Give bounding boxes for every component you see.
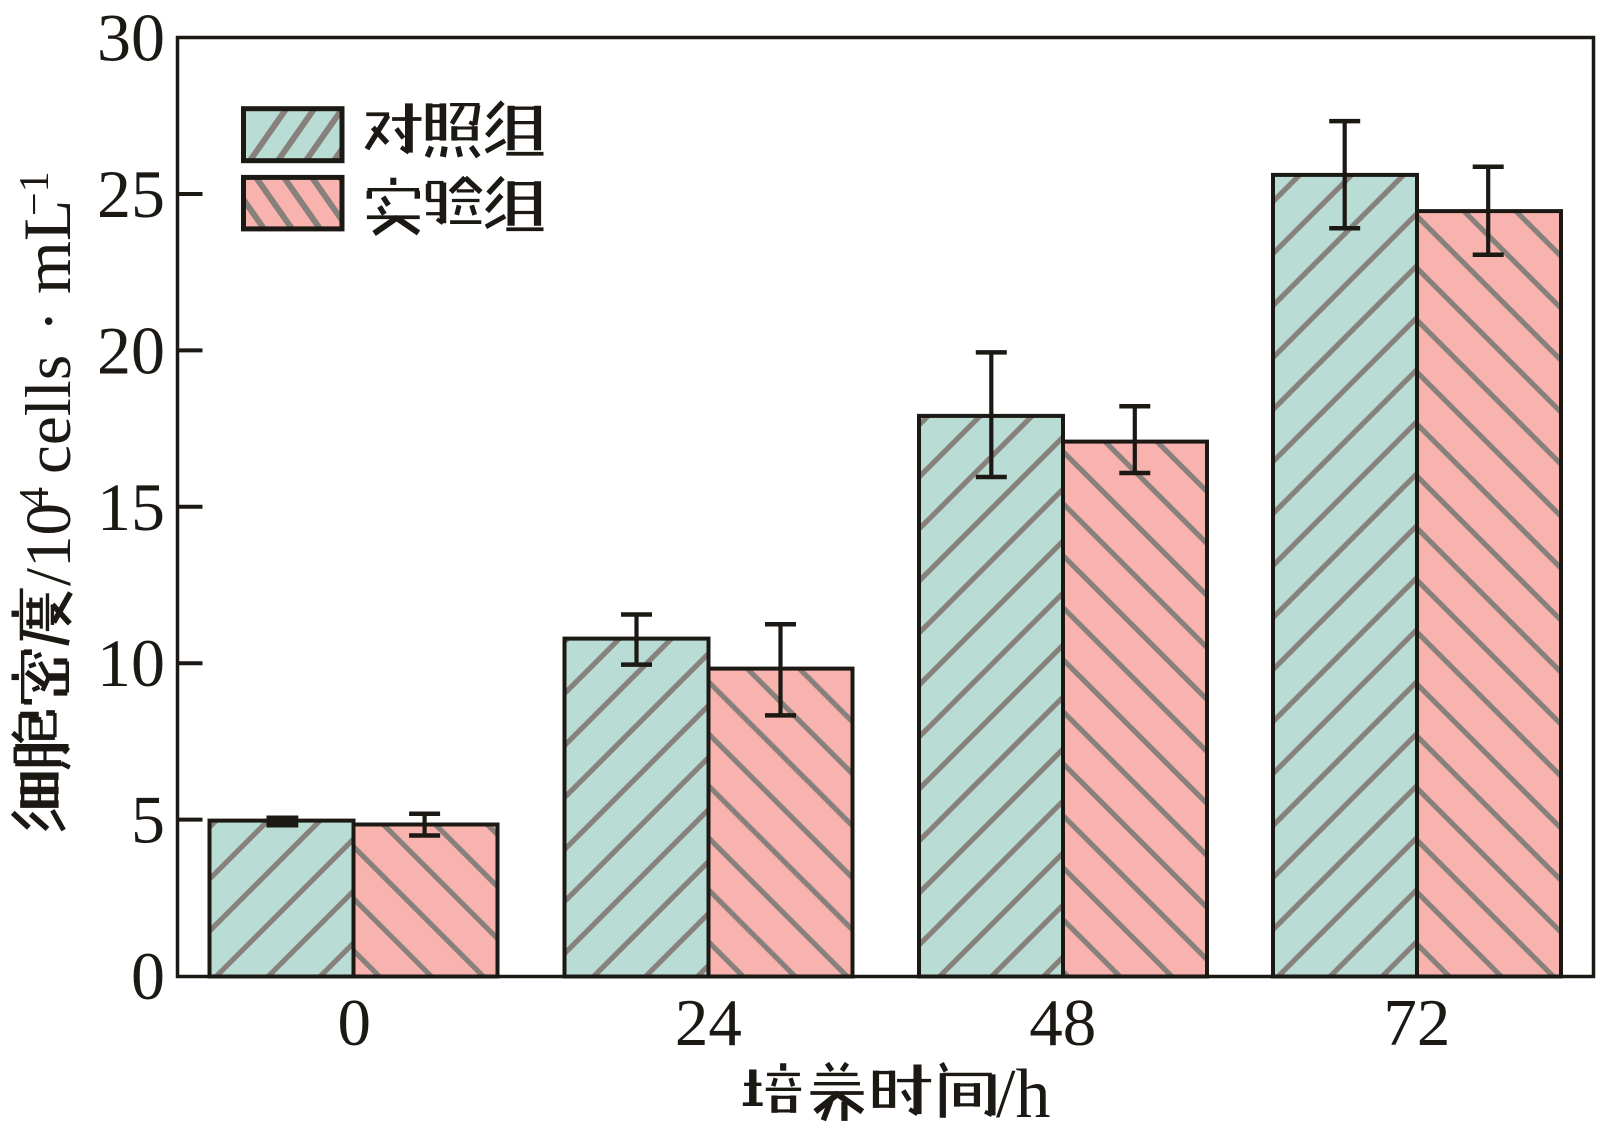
svg-text:72: 72 bbox=[1383, 986, 1450, 1060]
svg-text:0: 0 bbox=[337, 986, 371, 1060]
svg-text:5: 5 bbox=[131, 782, 165, 858]
svg-text:30: 30 bbox=[97, 0, 165, 76]
svg-text:/104cells·mL−1: /104cells·mL−1 bbox=[9, 171, 85, 586]
svg-text:10: 10 bbox=[97, 625, 165, 701]
svg-text:20: 20 bbox=[97, 312, 165, 388]
svg-text:48: 48 bbox=[1029, 986, 1096, 1060]
svg-text:25: 25 bbox=[97, 156, 165, 232]
svg-text:15: 15 bbox=[97, 469, 165, 545]
svg-text:/h: /h bbox=[996, 1056, 1050, 1133]
svg-text:24: 24 bbox=[675, 986, 742, 1060]
svg-text:0: 0 bbox=[131, 938, 165, 1014]
